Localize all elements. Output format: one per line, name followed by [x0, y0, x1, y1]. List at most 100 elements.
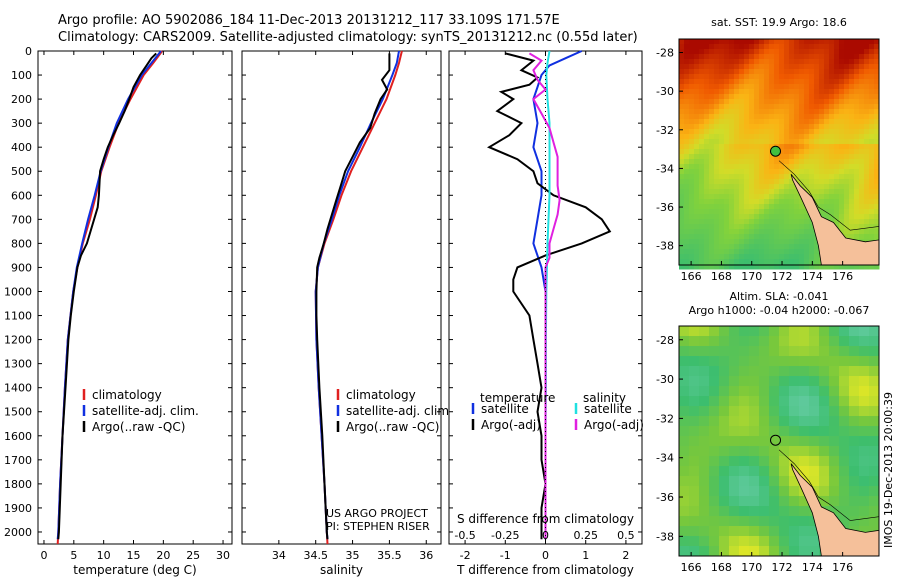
map-cell — [824, 114, 830, 120]
map-cell — [759, 54, 765, 60]
project-annotation: US ARGO PROJECT — [326, 507, 428, 520]
map-cell — [784, 59, 790, 65]
map-cell — [749, 356, 760, 367]
map-cell — [784, 44, 790, 50]
map-cell — [754, 149, 760, 155]
map-cell — [689, 54, 695, 60]
map-cell — [689, 486, 700, 497]
map-cell — [799, 74, 805, 80]
map-cell — [729, 154, 735, 160]
map-cell — [689, 396, 700, 407]
map-cell — [729, 49, 735, 55]
map-cell — [744, 249, 750, 255]
map-cell — [724, 64, 730, 70]
map-cell — [824, 49, 830, 55]
map-cell — [704, 49, 710, 55]
map-cell — [719, 129, 725, 135]
map-cell — [844, 119, 850, 125]
map-cell — [679, 254, 685, 260]
map-cell — [709, 134, 715, 140]
map-cell — [834, 124, 840, 130]
map-cell — [769, 476, 780, 487]
map-cell — [849, 89, 855, 95]
map-cell — [799, 506, 810, 517]
map-cell — [699, 164, 705, 170]
map-cell — [829, 84, 835, 90]
map-cell — [809, 99, 815, 105]
map-cell — [764, 194, 770, 200]
map-cell — [769, 436, 780, 447]
map-cell — [779, 336, 790, 347]
map-cell — [719, 184, 725, 190]
map-cell — [854, 129, 860, 135]
map-cell — [854, 119, 860, 125]
map-cell — [734, 234, 740, 240]
map-cell — [789, 526, 800, 537]
map-cell — [744, 179, 750, 185]
map-cell — [809, 119, 815, 125]
map-cell — [824, 204, 830, 210]
map-cell — [844, 84, 850, 90]
map-cell — [834, 159, 840, 165]
map-cell — [779, 436, 790, 447]
map-cell — [859, 149, 865, 155]
map-cell — [704, 124, 710, 130]
map-cell — [839, 184, 845, 190]
map-cell — [809, 526, 820, 537]
map-cell — [729, 59, 735, 65]
map-cell — [754, 239, 760, 245]
map-cell — [759, 234, 765, 240]
map-cell — [769, 119, 775, 125]
map-cell — [859, 456, 870, 467]
map-cell — [799, 229, 805, 235]
map-cell — [739, 229, 745, 235]
map-cell — [784, 74, 790, 80]
map-cell — [719, 476, 730, 487]
map-cell — [684, 74, 690, 80]
map-cell — [744, 94, 750, 100]
map-cell — [789, 189, 795, 195]
map-cell — [794, 254, 800, 260]
map-cell — [789, 356, 800, 367]
map-cell — [759, 239, 765, 245]
map-cell — [829, 119, 835, 125]
map-cell — [744, 209, 750, 215]
map-cell — [874, 264, 880, 270]
map-cell — [744, 234, 750, 240]
map-cell — [694, 134, 700, 140]
map-cell — [779, 104, 785, 110]
map-cell — [839, 159, 845, 165]
map-cell — [849, 99, 855, 105]
map-cell — [814, 109, 820, 115]
map-cell — [829, 496, 840, 507]
map-cell — [849, 129, 855, 135]
map-cell — [709, 199, 715, 205]
map-cell — [804, 84, 810, 90]
map-cell — [839, 219, 845, 225]
map-cell — [739, 366, 750, 377]
map-cell — [734, 64, 740, 70]
map-cell — [859, 199, 865, 205]
map-cell — [699, 264, 705, 270]
map-cell — [689, 386, 700, 397]
map-cell — [869, 64, 875, 70]
x-tick-label: 30 — [216, 549, 230, 562]
map-cell — [864, 114, 870, 120]
map-cell — [739, 249, 745, 255]
map-title-sla: Altim. SLA: -0.041 — [729, 290, 828, 303]
map-cell — [864, 159, 870, 165]
map-cell — [709, 89, 715, 95]
y-tick-label: 1900 — [4, 502, 32, 515]
map-cell — [859, 446, 870, 457]
map-cell — [709, 179, 715, 185]
map-cell — [764, 64, 770, 70]
map-cell — [829, 54, 835, 60]
map-cell — [709, 456, 720, 467]
map-cell — [859, 109, 865, 115]
map-cell — [779, 124, 785, 130]
map-cell — [714, 44, 720, 50]
map-cell — [754, 189, 760, 195]
map-cell — [779, 486, 790, 497]
map-cell — [744, 174, 750, 180]
map-cell — [684, 94, 690, 100]
